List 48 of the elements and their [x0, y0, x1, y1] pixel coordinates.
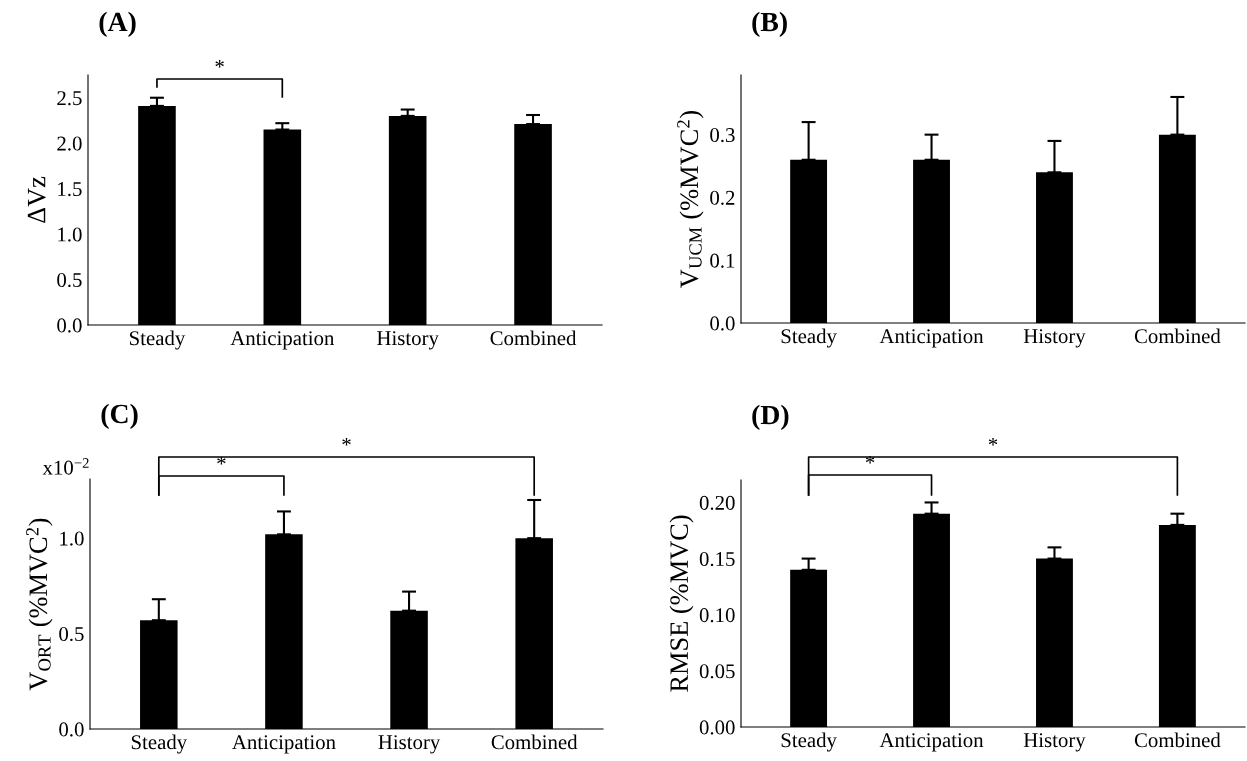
- y-tick-label: 0.0: [710, 316, 735, 331]
- y-tick-label: 0.0: [57, 318, 82, 333]
- y-tick-label: 0.10: [699, 608, 735, 623]
- text: *: [217, 456, 226, 465]
- chart-title: (D): [752, 404, 789, 430]
- text: *: [215, 59, 224, 68]
- y-tick-label: 0.00: [699, 720, 735, 735]
- y-tick-label: 1.5: [58, 182, 82, 197]
- x-tick-label: History: [1023, 329, 1086, 348]
- y-tick-label: 0.20: [699, 495, 735, 510]
- text: x10$^{−2}$: [42, 458, 89, 475]
- chart-title: (C): [101, 403, 138, 429]
- y-tick-label: 1.0: [60, 531, 84, 546]
- text: *: [988, 437, 998, 446]
- y-tick-label: 1.0: [58, 227, 82, 242]
- y-tick-label: 0.2: [710, 190, 735, 205]
- x-tick-label: Steady: [129, 330, 186, 350]
- y-tick-label: 0.05: [699, 664, 735, 679]
- x-tick-label: Combined: [491, 734, 578, 750]
- x-tick-label: Steady: [781, 732, 837, 752]
- y-tick-label: 0.5: [59, 626, 84, 642]
- x-tick-label: Anticipation: [230, 331, 335, 350]
- x-tick-label: Anticipation: [232, 735, 336, 754]
- y-tick-label: 0.5: [57, 272, 82, 288]
- x-tick-label: Combined: [1134, 328, 1221, 344]
- x-tick-label: Steady: [131, 734, 188, 754]
- y-axis-title: RMSE (%MVC): [669, 515, 694, 692]
- y-tick-label: 2.5: [57, 91, 82, 106]
- y-tick-label: 0.1: [710, 253, 735, 268]
- chart-title: (B): [752, 11, 787, 37]
- y-tick-label: 0.0: [59, 722, 84, 737]
- y-tick-label: 0.3: [710, 128, 735, 143]
- chart-title: (A): [99, 11, 136, 37]
- y-tick-label: 0.15: [699, 551, 735, 567]
- y-axis-title: V$_{UCM}$ (%MVC$^{2}$): [677, 111, 704, 288]
- y-axis-title: V$_{ORT}$ (%MVC$^{2}$): [26, 518, 53, 691]
- text: *: [865, 455, 875, 464]
- x-tick-label: History: [377, 331, 439, 350]
- x-tick-label: Steady: [781, 328, 837, 348]
- x-tick-label: Combined: [1134, 732, 1221, 748]
- x-tick-label: Anticipation: [879, 329, 984, 348]
- x-tick-label: History: [378, 735, 441, 754]
- x-tick-label: History: [1023, 733, 1086, 752]
- x-tick-label: Combined: [490, 330, 577, 346]
- text: *: [342, 437, 351, 446]
- x-tick-label: Anticipation: [879, 733, 984, 752]
- y-axis-title: ΔVz: [27, 176, 46, 223]
- y-tick-label: 2.0: [57, 136, 82, 151]
